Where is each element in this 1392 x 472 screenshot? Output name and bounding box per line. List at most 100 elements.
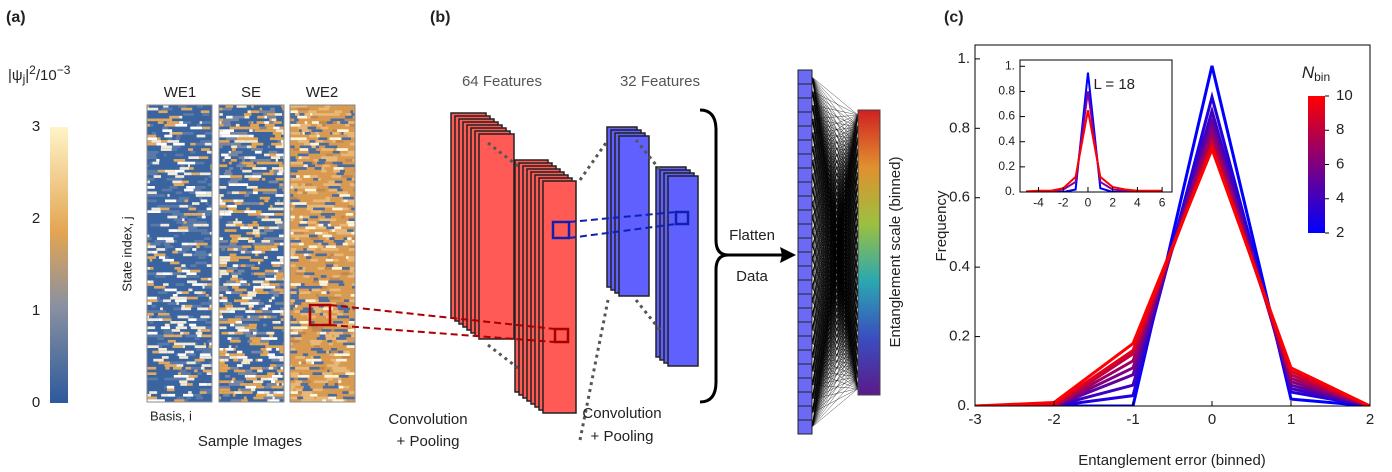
image-pixel: [311, 326, 323, 329]
image-pixel: [147, 137, 157, 140]
image-pixel: [186, 275, 189, 278]
y-tick-label: 1.: [1005, 58, 1015, 72]
image-pixel: [293, 186, 301, 189]
image-pixel: [150, 119, 161, 122]
image-pixel: [267, 245, 277, 248]
image-pixel: [231, 337, 239, 340]
image-pixel: [253, 229, 260, 232]
image-pixel: [248, 127, 259, 130]
dense-layer: [798, 70, 858, 434]
image-pixel: [290, 348, 295, 351]
image-pixel: [208, 183, 212, 186]
image-pixel: [244, 194, 249, 197]
image-pixel: [184, 221, 187, 224]
image-pixel: [231, 272, 241, 275]
y-tick-label: 0.6: [949, 189, 970, 206]
image-pixel: [273, 237, 284, 240]
image-pixel: [219, 175, 230, 178]
image-pixel: [316, 132, 319, 135]
image-pixel: [272, 119, 277, 122]
image-pixel: [179, 370, 186, 373]
image-pixel: [178, 227, 188, 230]
image-pixel: [308, 127, 316, 130]
image-pixel: [154, 254, 166, 257]
image-pixel: [181, 164, 185, 167]
image-pixel: [264, 227, 269, 230]
image-pixel: [269, 119, 271, 122]
image-pixel: [277, 173, 283, 176]
image-pixel: [336, 140, 344, 143]
image-pixel: [305, 132, 311, 135]
image-pixel: [268, 353, 275, 356]
image-pixel: [161, 146, 172, 149]
image-pixel: [225, 305, 233, 308]
image-pixel: [299, 216, 302, 219]
image-pixel: [235, 326, 244, 329]
image-pixel: [295, 367, 305, 370]
image-pixel: [277, 140, 281, 143]
image-pixel: [343, 397, 346, 400]
image-pixel: [269, 181, 279, 184]
image-pixel: [256, 394, 267, 397]
image-pixel: [328, 281, 337, 284]
image-pixel: [161, 326, 170, 329]
image-pixel: [176, 321, 186, 324]
image-pixel: [179, 121, 183, 124]
image-pixel: [167, 140, 179, 143]
image-pixel: [246, 335, 256, 338]
image-pixel: [228, 391, 234, 394]
image-pixel: [263, 173, 274, 176]
image-pixel: [321, 329, 331, 332]
image-pixel: [322, 286, 327, 289]
image-pixel: [265, 272, 277, 275]
image-pixel: [307, 205, 314, 208]
image-pixel: [234, 259, 238, 262]
image-pixel: [250, 343, 255, 346]
image-pixel: [219, 143, 230, 146]
image-pixel: [345, 116, 353, 119]
image-pixel: [221, 121, 230, 124]
image-pixel: [245, 370, 252, 373]
image-pixel: [301, 202, 307, 205]
image-pixel: [147, 194, 159, 197]
image-pixel: [290, 383, 301, 386]
image-pixel: [201, 367, 205, 370]
image-pixel: [233, 264, 238, 267]
image-pixel: [271, 289, 274, 292]
image-pixel: [157, 310, 166, 313]
image-pixel: [290, 372, 294, 375]
image-pixel: [187, 221, 196, 224]
image-pixel: [347, 386, 349, 389]
image-pixel: [318, 137, 327, 140]
image-pixel: [163, 259, 174, 262]
image-pixel: [191, 213, 202, 216]
image-pixel: [317, 124, 322, 127]
neuron: [798, 112, 812, 126]
image-pixel: [147, 151, 158, 154]
image-pixel: [192, 202, 199, 205]
image-pixel: [231, 135, 239, 138]
image-pixel: [235, 332, 239, 335]
image-pixel: [237, 351, 242, 354]
image-pixel: [249, 299, 260, 302]
image-pixel: [340, 170, 345, 173]
image-pixel: [267, 113, 275, 116]
image-pixel: [267, 110, 273, 113]
image-pixel: [244, 210, 256, 213]
image-pixel: [181, 108, 192, 111]
image-pixel: [323, 224, 327, 227]
image-pixel: [333, 170, 340, 173]
image-pixel: [290, 289, 299, 292]
image-pixel: [311, 116, 318, 119]
colorbar-tick-label: 2: [1336, 224, 1344, 241]
image-pixel: [236, 281, 240, 284]
y-tick-label: 0.2: [998, 159, 1015, 173]
image-pixel: [236, 124, 240, 127]
image-pixel: [219, 262, 227, 265]
image-pixel: [274, 270, 278, 273]
image-pixel: [290, 162, 299, 165]
image-pixel: [197, 335, 201, 338]
image-pixel: [207, 151, 212, 154]
image-pixel: [244, 156, 249, 159]
image-pixel: [267, 316, 271, 319]
